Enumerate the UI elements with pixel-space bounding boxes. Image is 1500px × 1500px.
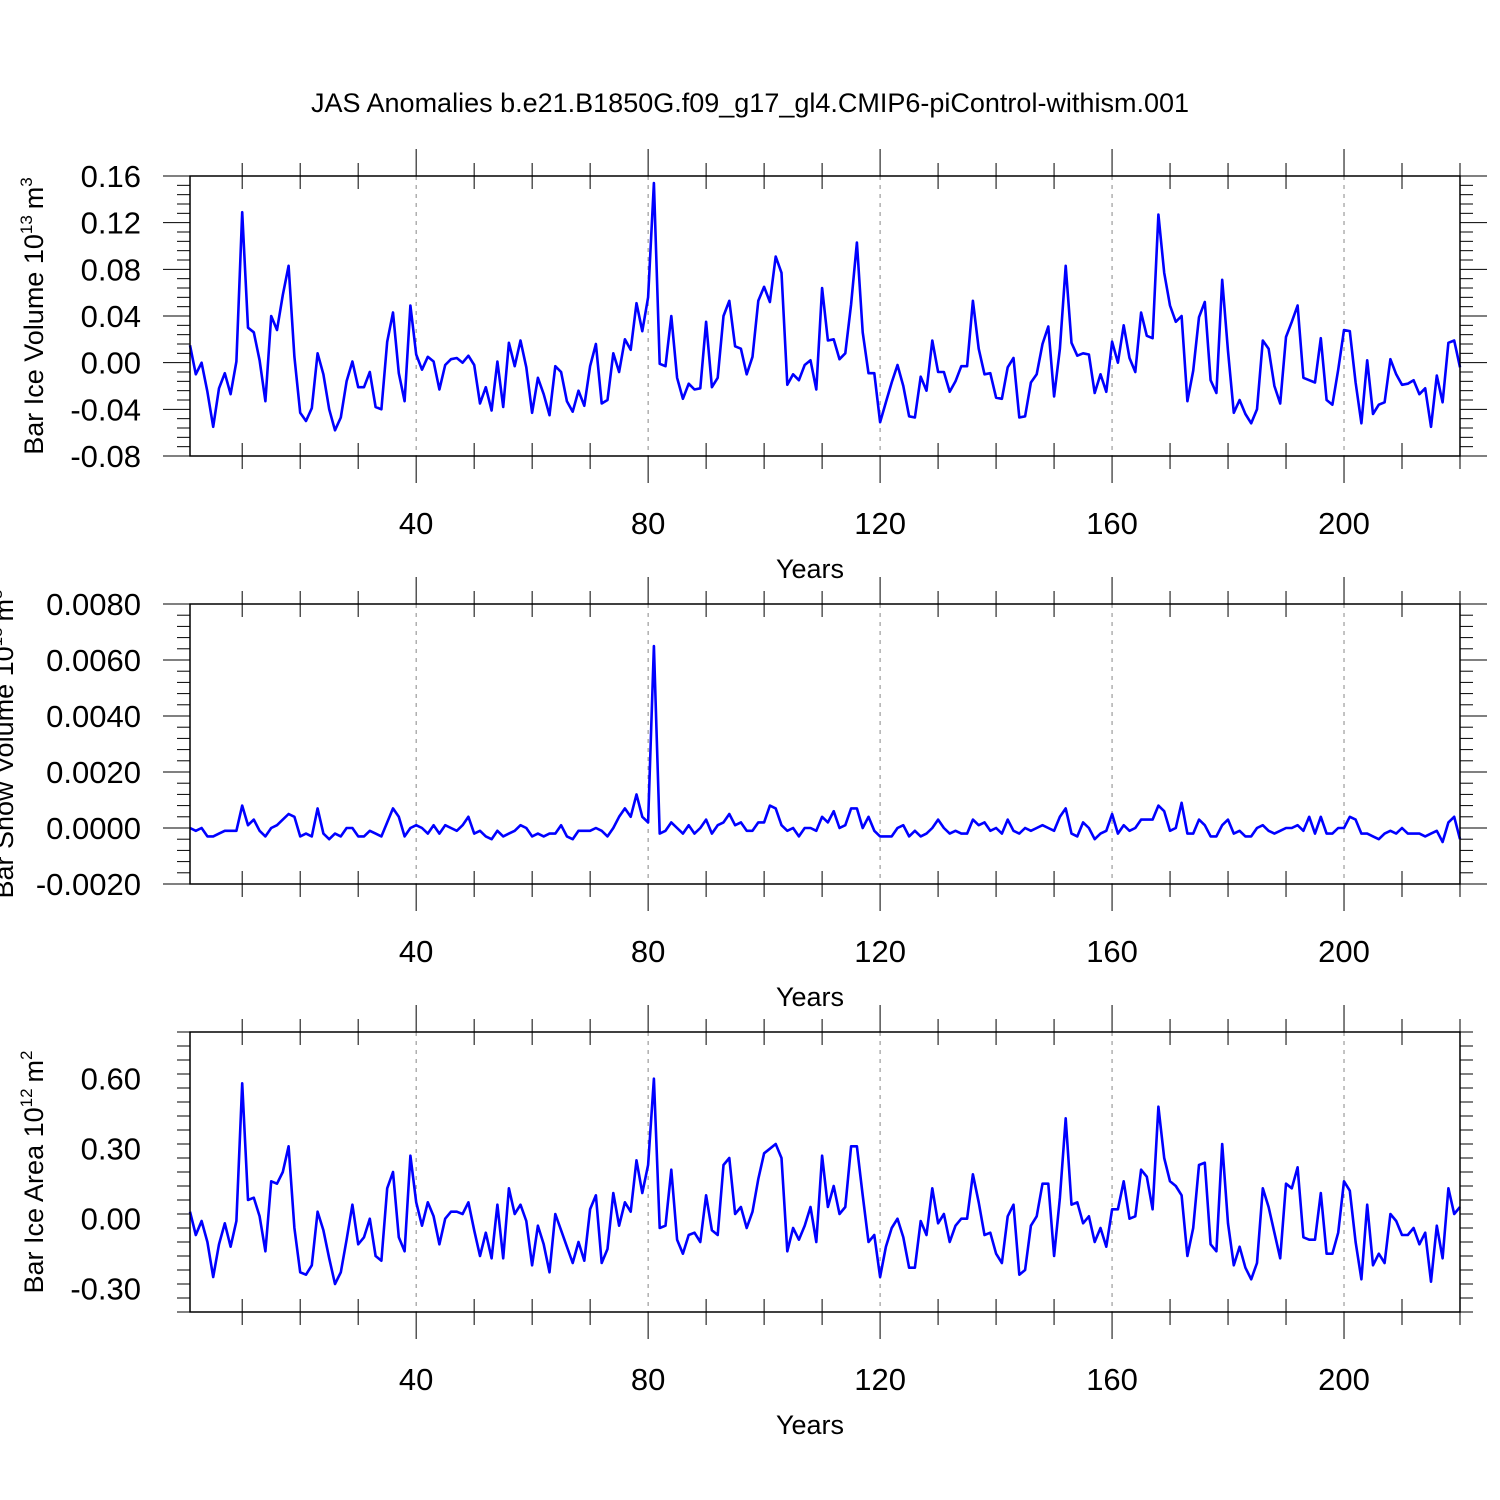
x-tick-label: 40 [399, 506, 433, 541]
y-tick-label: -0.0020 [36, 867, 141, 902]
y-axis-title-unit: m [19, 1060, 49, 1083]
y-tick-label: 0.0000 [46, 811, 141, 846]
y-axis-title-text: Bar Ice Area 10 [19, 1107, 49, 1293]
y-tick-label: 0.30 [81, 1132, 141, 1167]
panel-1: -0.08 -0.04 0.00 0.04 0.08 0.12 0.16 40 80 120 160… [17, 149, 1487, 584]
y-tick-label: 0.0060 [46, 643, 141, 678]
y-tick-label: 0.08 [81, 252, 141, 287]
series-line [188, 1077, 1462, 1286]
y-axis-title-exp: 13 [17, 215, 36, 234]
y-axis-title-text: Bar Ice Volume 10 [19, 234, 49, 455]
x-tick-label: 120 [854, 506, 906, 541]
y-axis-title-text: Bar Snow Volume 10 [0, 646, 19, 898]
x-axis-title: Years [776, 1410, 844, 1440]
plot-frame [189, 603, 1461, 885]
y-axis-title-unit-exp: 3 [0, 589, 6, 598]
x-tick-label: 200 [1318, 506, 1370, 541]
y-tick-label: 0.60 [81, 1062, 141, 1097]
y-axis-title-unit: m [19, 187, 49, 210]
y-tick-label: 0.16 [81, 159, 141, 194]
x-tick-label: 200 [1318, 934, 1370, 969]
panel-3: -0.30 0.00 0.30 0.60 40 80 120 160 200 Years Bar I… [17, 1005, 1473, 1440]
y-axis-title: Bar Snow Volume 1013 m3 [0, 589, 19, 898]
plot-frame [189, 175, 1461, 457]
series-line [189, 644, 1462, 844]
y-tick-label: 0.0080 [46, 587, 141, 622]
x-tick-label: 120 [854, 1362, 906, 1397]
y-tick-label: 0.12 [81, 206, 141, 241]
x-tick-label: 120 [854, 934, 906, 969]
chart-title: JAS Anomalies b.e21.B1850G.f09_g17_gl4.C… [311, 88, 1189, 118]
y-axis-title-exp: 13 [0, 627, 6, 646]
x-axis-title: Years [776, 554, 844, 584]
x-tick-label: 160 [1086, 506, 1138, 541]
y-axis-title-unit-exp: 3 [17, 177, 36, 186]
y-tick-label: 0.00 [81, 1202, 141, 1237]
series-line [188, 181, 1462, 432]
x-tick-label: 160 [1086, 934, 1138, 969]
x-axis-title: Years [776, 982, 844, 1012]
plot-frame [189, 1031, 1461, 1313]
x-tick-label: 80 [631, 506, 665, 541]
y-tick-label: 0.04 [81, 299, 141, 334]
y-axis-title-unit-exp: 2 [17, 1050, 36, 1059]
y-axis-title-unit: m [0, 599, 19, 622]
x-tick-label: 40 [399, 934, 433, 969]
y-tick-label: 0.00 [81, 346, 141, 381]
x-tick-label: 80 [631, 934, 665, 969]
y-axis-title-exp: 12 [17, 1088, 36, 1107]
x-tick-label: 200 [1318, 1362, 1370, 1397]
x-tick-label: 160 [1086, 1362, 1138, 1397]
y-axis-title: Bar Ice Volume 1013 m3 [17, 177, 49, 455]
y-tick-label: 0.0020 [46, 755, 141, 790]
y-tick-label: -0.04 [70, 392, 141, 427]
y-axis-title: Bar Ice Area 1012 m2 [17, 1050, 49, 1293]
panel-2: -0.0020 0.0000 0.0020 0.0040 0.0060 0.0080 40 8… [0, 577, 1487, 1012]
x-tick-label: 40 [399, 1362, 433, 1397]
y-tick-label: 0.0040 [46, 699, 141, 734]
x-tick-label: 80 [631, 1362, 665, 1397]
y-tick-label: -0.08 [70, 439, 141, 474]
y-tick-label: -0.30 [70, 1272, 141, 1307]
